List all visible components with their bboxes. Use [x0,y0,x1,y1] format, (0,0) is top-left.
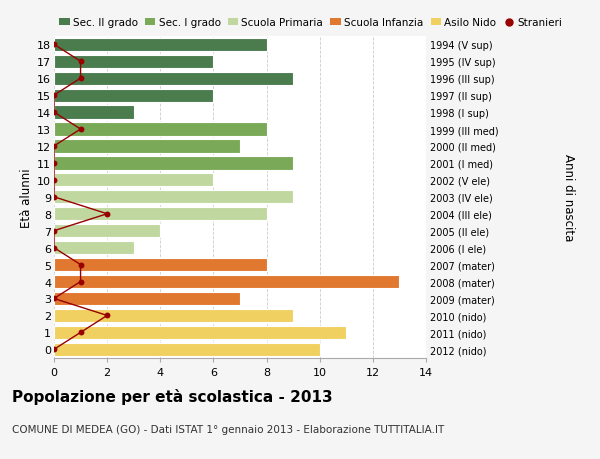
Point [49,228,59,235]
Point [49,160,59,167]
Text: Popolazione per età scolastica - 2013: Popolazione per età scolastica - 2013 [12,388,332,404]
Bar [54,241,134,255]
Legend: Sec. II grado, Sec. I grado, Scuola Primaria, Scuola Infanzia, Asilo Nido, Stran: Sec. II grado, Sec. I grado, Scuola Prim… [59,18,562,28]
Bar [54,90,214,102]
Bar [54,56,214,69]
Point [49,41,59,49]
Point [76,58,85,66]
Y-axis label: Età alunni: Età alunni [20,168,33,227]
Point [103,312,112,319]
Point [49,143,59,150]
Bar [54,326,346,339]
Point [76,278,85,285]
Bar [54,174,214,187]
Point [103,211,112,218]
Point [76,126,85,134]
Bar [54,275,400,289]
Bar [54,73,293,85]
Point [76,261,85,269]
Point [76,329,85,336]
Point [49,92,59,100]
Point [49,295,59,302]
Point [49,346,59,353]
Point [49,194,59,201]
Bar [54,39,266,52]
Bar [54,309,293,322]
Point [49,245,59,252]
Bar [54,157,293,170]
Bar [54,258,266,272]
Point [76,75,85,83]
Bar [54,140,240,153]
Bar [54,123,266,136]
Bar [54,292,240,305]
Bar [54,207,266,221]
Text: COMUNE DI MEDEA (GO) - Dati ISTAT 1° gennaio 2013 - Elaborazione TUTTITALIA.IT: COMUNE DI MEDEA (GO) - Dati ISTAT 1° gen… [12,425,444,435]
Bar [54,343,320,356]
Y-axis label: Anni di nascita: Anni di nascita [562,154,575,241]
Point [49,177,59,184]
Point [49,109,59,117]
Bar [54,106,134,119]
Bar [54,224,160,238]
Bar [54,191,293,204]
